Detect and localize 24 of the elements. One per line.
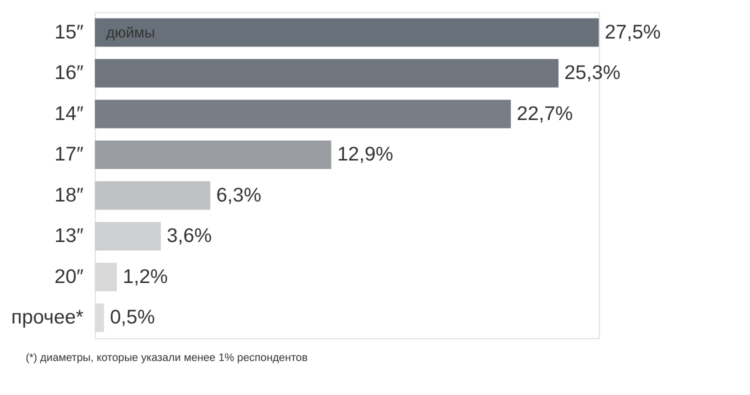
y-tick-label: 16″ bbox=[54, 62, 84, 84]
data-label: 1,2% bbox=[122, 266, 168, 288]
y-tick-label: 17″ bbox=[54, 144, 84, 166]
bar bbox=[94, 18, 599, 47]
data-label: 6,3% bbox=[216, 184, 262, 206]
y-tick-label: 14″ bbox=[54, 102, 84, 125]
bar bbox=[94, 140, 332, 170]
bar bbox=[94, 222, 161, 251]
data-label: 25,3% bbox=[564, 62, 620, 84]
y-tick-label: 20″ bbox=[54, 266, 84, 288]
text: (*) диаметры, которые указали менее 1% респондентов bbox=[26, 352, 308, 364]
data-label: 3,6% bbox=[166, 225, 212, 248]
bar bbox=[94, 100, 511, 128]
data-label: 12,9% bbox=[337, 144, 394, 166]
data-label: 22,7% bbox=[516, 102, 573, 125]
y-tick-label: 15″ bbox=[54, 21, 84, 44]
y-tick-label: 18″ bbox=[54, 184, 84, 206]
data-label: 27,5% bbox=[604, 21, 661, 44]
bar bbox=[94, 58, 558, 88]
y-tick-label: 13″ bbox=[54, 225, 84, 248]
bar bbox=[94, 181, 210, 210]
data-label: 0,5% bbox=[110, 306, 155, 329]
annotation: дюймы bbox=[106, 25, 156, 42]
y-tick-label: прочее* bbox=[11, 306, 84, 329]
